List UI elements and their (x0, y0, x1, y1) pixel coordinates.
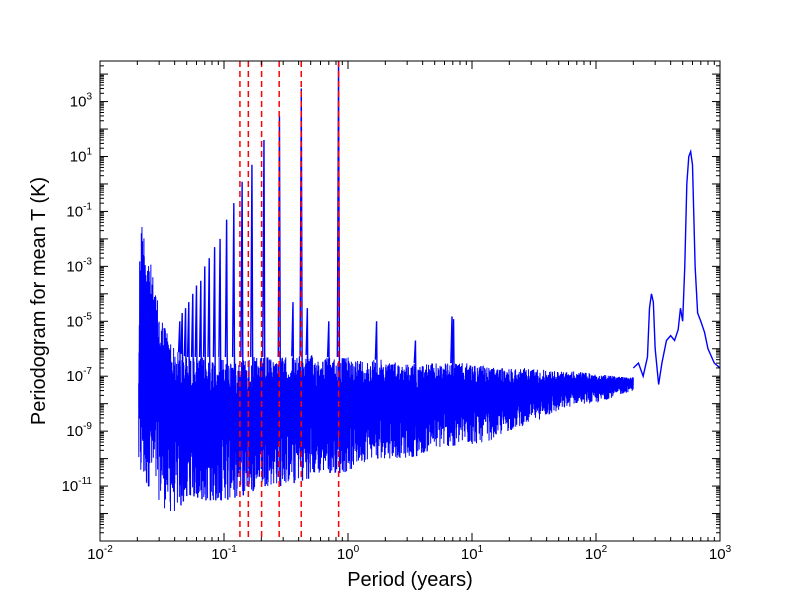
x-tick-label-4-base: 10 (585, 546, 602, 563)
y-tick-label-0-exponent: -11 (78, 476, 92, 487)
y-tick-label-1-base: 10 (66, 423, 83, 440)
x-tick-label-3: 101 (461, 544, 484, 563)
x-tick-label-4: 102 (585, 544, 608, 563)
x-tick-label-2-base: 10 (337, 546, 354, 563)
y-tick-label-7: 103 (70, 92, 93, 111)
spike-19 (291, 302, 295, 484)
x-tick-label-5-exponent: 3 (726, 544, 732, 555)
spike-24 (450, 316, 454, 446)
y-tick-label-5-exponent: -1 (83, 201, 92, 212)
y-tick-label-6-base: 10 (70, 148, 87, 165)
y-axis-title: Periodogram for mean T (K) (28, 177, 50, 425)
x-tick-label-1: 10-1 (211, 544, 237, 563)
y-tick-label-3: 10-5 (66, 311, 92, 330)
x-tick-labels: 10-2 10-1 100 101 102 103 (87, 544, 731, 563)
y-tick-label-4-exponent: -3 (83, 256, 92, 267)
spike-20 (305, 308, 310, 479)
x-tick-label-2: 100 (337, 544, 360, 563)
x-tick-label-5: 103 (709, 544, 732, 563)
spike-3 (262, 139, 266, 487)
harmonic-spikes (177, 61, 456, 506)
spike-4 (250, 164, 254, 492)
x-tick-label-0-base: 10 (87, 546, 104, 563)
x-tick-label-0: 10-2 (87, 544, 113, 563)
plot-frame (99, 60, 721, 542)
x-tick-label-3-base: 10 (461, 546, 478, 563)
spike-13 (194, 285, 199, 498)
x-tick-label-0-exponent: -2 (104, 544, 113, 555)
spike-25 (451, 319, 456, 446)
spike-23 (413, 340, 418, 457)
x-tick-label-5-base: 10 (709, 546, 726, 563)
low-frequency-line (632, 148, 720, 385)
spike-16 (183, 308, 188, 497)
y-tick-label-1: 10-9 (66, 421, 92, 440)
x-tick-label-3-exponent: 1 (478, 544, 484, 555)
y-tick-label-7-base: 10 (70, 94, 87, 111)
spike-22 (374, 321, 379, 459)
spike-6 (231, 203, 236, 498)
plot-area (138, 61, 720, 541)
axis-ticks (99, 60, 721, 542)
spike-18 (177, 321, 182, 506)
y-tick-label-0: 10-11 (62, 476, 93, 495)
spike-15 (186, 302, 191, 496)
spike-7 (224, 219, 229, 500)
x-tick-label-2-exponent: 0 (354, 544, 360, 555)
y-tick-label-4-base: 10 (66, 258, 83, 275)
spike-10 (207, 258, 212, 501)
y-tick-label-5-base: 10 (66, 203, 83, 220)
spike-9 (212, 247, 217, 501)
y-tick-label-2-base: 10 (66, 368, 83, 385)
x-tick-label-4-exponent: 2 (602, 544, 608, 555)
low-frequency-series (632, 148, 720, 385)
y-tick-label-3-base: 10 (66, 313, 83, 330)
spike-14 (190, 293, 195, 497)
spike-11 (202, 266, 207, 501)
x-tick-label-1-exponent: -1 (228, 544, 237, 555)
y-tick-label-1-exponent: -9 (83, 421, 92, 432)
y-tick-label-3-exponent: -5 (83, 311, 92, 322)
x-axis-title: Period (years) (347, 569, 473, 591)
y-tick-label-7-exponent: 3 (86, 92, 92, 103)
spike-12 (198, 280, 203, 500)
spike-21 (326, 321, 331, 473)
y-tick-label-5: 10-1 (66, 201, 92, 220)
y-tick-label-6-exponent: 1 (86, 146, 92, 157)
y-tick-label-6: 101 (70, 146, 93, 165)
reference-lines (239, 61, 340, 541)
x-tick-label-1-base: 10 (211, 546, 228, 563)
y-tick-label-2: 10-7 (66, 366, 92, 385)
spike-8 (218, 238, 222, 501)
spike-17 (180, 312, 185, 502)
spike-5 (240, 181, 245, 496)
y-tick-label-4: 10-3 (66, 256, 92, 275)
y-tick-label-0-base: 10 (62, 478, 79, 495)
y-tick-label-2-exponent: -7 (83, 366, 92, 377)
